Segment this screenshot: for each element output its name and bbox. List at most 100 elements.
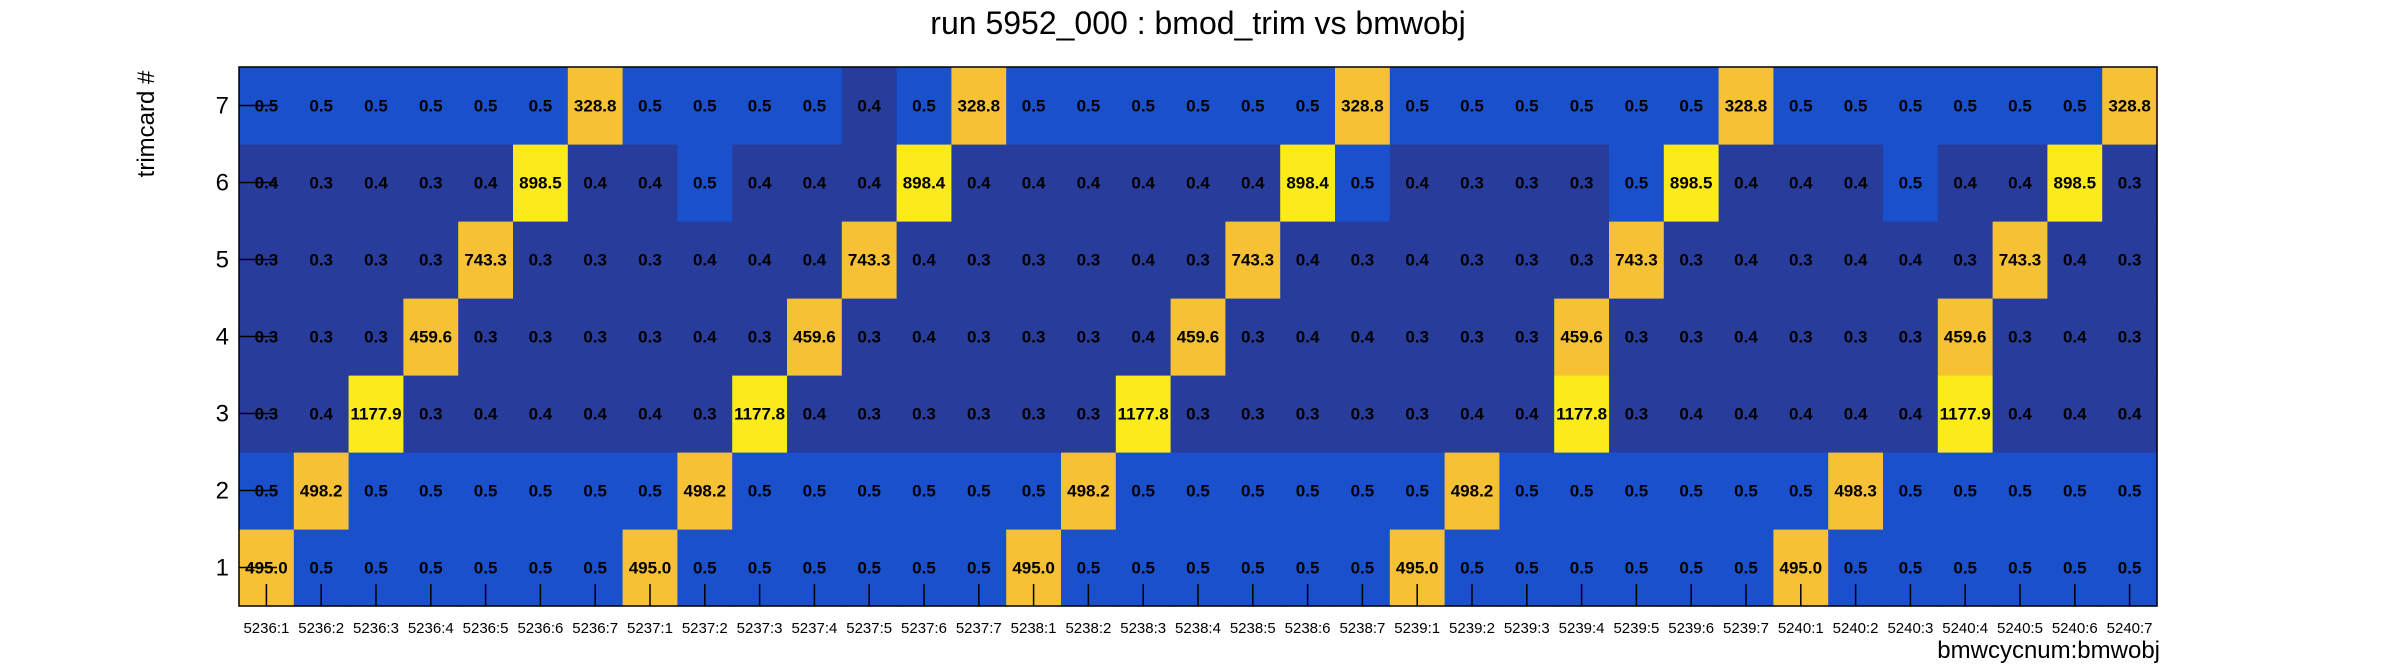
cell-value-label: 0.5 [1515, 559, 1539, 578]
cell-value-label: 0.4 [529, 405, 553, 424]
heatmap-cell [1006, 452, 1062, 530]
cell-value-label: 0.5 [912, 97, 936, 116]
cell-value-label: 0.4 [1844, 174, 1868, 193]
cell-value-label: 0.4 [1022, 174, 1046, 193]
cell-value-label: 0.4 [583, 405, 607, 424]
cell-value-label: 0.5 [474, 559, 498, 578]
heatmap-cell [1115, 298, 1172, 376]
heatmap-cell [1280, 375, 1336, 453]
heatmap-cell [841, 144, 898, 222]
cell-value-label: 0.3 [1625, 328, 1649, 347]
heatmap-cell [1444, 452, 1500, 530]
y-axis-label: trimcard # [133, 70, 160, 177]
heatmap-cell [1335, 452, 1391, 530]
cell-value-label: 0.5 [1625, 559, 1649, 578]
cell-value-label: 0.5 [1131, 482, 1155, 501]
cell-value-label: 0.5 [967, 482, 991, 501]
cell-value-label: 0.4 [1186, 174, 1210, 193]
y-tick-label: 4 [216, 324, 229, 351]
axes: 1 2 3 4 5 6 7 5236:1 5236:2 5236:3 5236:4 5236:5 523… [216, 66, 2158, 637]
heatmap-cell [1389, 375, 1446, 453]
cell-value-label: 0.3 [1077, 328, 1101, 347]
heatmap-cell [1115, 452, 1172, 530]
heatmap-cell [1170, 452, 1226, 530]
heatmap-cell [1554, 67, 1610, 145]
heatmap-cell [732, 375, 788, 453]
heatmap-cell [1280, 452, 1336, 530]
cell-value-label: 0.4 [1679, 405, 1703, 424]
x-tick-label: 5240:6 [2052, 620, 2098, 637]
heatmap-cell [1718, 221, 1774, 299]
cell-value-label: 328.8 [1341, 97, 1384, 116]
heatmap-cell [1883, 221, 1939, 299]
cell-value-label: 0.4 [748, 251, 772, 270]
heatmap-cell [2047, 452, 2103, 530]
y-tick-label: 3 [216, 401, 229, 428]
cell-value-label: 0.5 [419, 482, 443, 501]
cell-value-label: 0.4 [638, 405, 662, 424]
cell-value-label: 459.6 [1560, 328, 1603, 347]
cell-value-label: 0.3 [474, 328, 498, 347]
cell-value-label: 0.3 [1460, 251, 1484, 270]
heatmap-cell [1992, 452, 2048, 530]
heatmap-cell [1115, 67, 1172, 145]
cell-value-label: 0.3 [1351, 251, 1375, 270]
cell-value-label: 0.5 [1570, 97, 1594, 116]
cell-value-label: 0.3 [638, 328, 662, 347]
cell-value-label: 0.3 [1679, 328, 1703, 347]
cell-value-label: 0.3 [529, 251, 553, 270]
cell-value-label: 0.5 [1131, 97, 1155, 116]
y-tick-label: 6 [216, 170, 229, 197]
cell-value-label: 328.8 [958, 97, 1001, 116]
cell-value-label: 0.3 [2118, 174, 2142, 193]
cell-value-label: 0.5 [419, 97, 443, 116]
cell-value-label: 0.5 [1022, 97, 1046, 116]
cell-value-label: 0.5 [1241, 482, 1265, 501]
heatmap-cell [1061, 375, 1117, 453]
y-tick-label: 1 [216, 555, 229, 582]
cell-value-label: 0.5 [1789, 482, 1813, 501]
cell-value-label: 459.6 [1177, 328, 1220, 347]
cell-value-label: 0.4 [2008, 405, 2032, 424]
heatmap-cell [841, 298, 898, 376]
cell-value-label: 0.3 [1844, 328, 1868, 347]
cell-value-label: 1177.9 [350, 405, 401, 424]
cell-value-label: 498.2 [300, 482, 343, 501]
heatmap-cell [841, 375, 898, 453]
heatmap-cell [896, 144, 952, 222]
heatmap-cell [1389, 144, 1446, 222]
cell-value-label: 0.4 [1515, 405, 1539, 424]
cell-value-label: 0.5 [1515, 482, 1539, 501]
x-tick-label: 5239:4 [1559, 620, 1605, 637]
cell-value-label: 743.3 [464, 251, 507, 270]
heatmap-cell [1225, 221, 1281, 299]
cell-value-label: 0.5 [474, 482, 498, 501]
cell-value-label: 0.5 [1679, 97, 1703, 116]
cell-value-label: 0.3 [1296, 405, 1320, 424]
heatmap-cell [348, 375, 404, 453]
cell-value-label: 0.4 [2063, 405, 2087, 424]
cell-value-label: 0.3 [2118, 328, 2142, 347]
cell-value-label: 743.3 [1232, 251, 1275, 270]
heatmap-cell [1663, 452, 1720, 530]
heatmap-cell [458, 67, 514, 145]
cell-value-label: 0.4 [1460, 405, 1484, 424]
x-tick-label: 5237:5 [846, 620, 892, 637]
cell-value-label: 0.4 [1844, 251, 1868, 270]
x-tick-label: 5236:2 [298, 620, 344, 637]
cell-value-label: 0.3 [1679, 251, 1703, 270]
cell-value-label: 0.4 [693, 328, 717, 347]
heatmap-cell [732, 298, 788, 376]
heatmap-cell [1773, 298, 1829, 376]
heatmap-cell [896, 452, 952, 530]
heatmap-cell [1663, 67, 1720, 145]
cell-value-label: 0.5 [1679, 482, 1703, 501]
x-tick-label: 5236:3 [353, 620, 399, 637]
heatmap-cell [1061, 452, 1117, 530]
heatmap-cell [841, 221, 898, 299]
cell-value-label: 0.5 [1351, 482, 1375, 501]
heatmap-cell [1225, 298, 1281, 376]
cell-value-label: 0.3 [1460, 174, 1484, 193]
heatmap-cell [1225, 452, 1281, 530]
cell-value-label: 0.4 [1131, 251, 1155, 270]
